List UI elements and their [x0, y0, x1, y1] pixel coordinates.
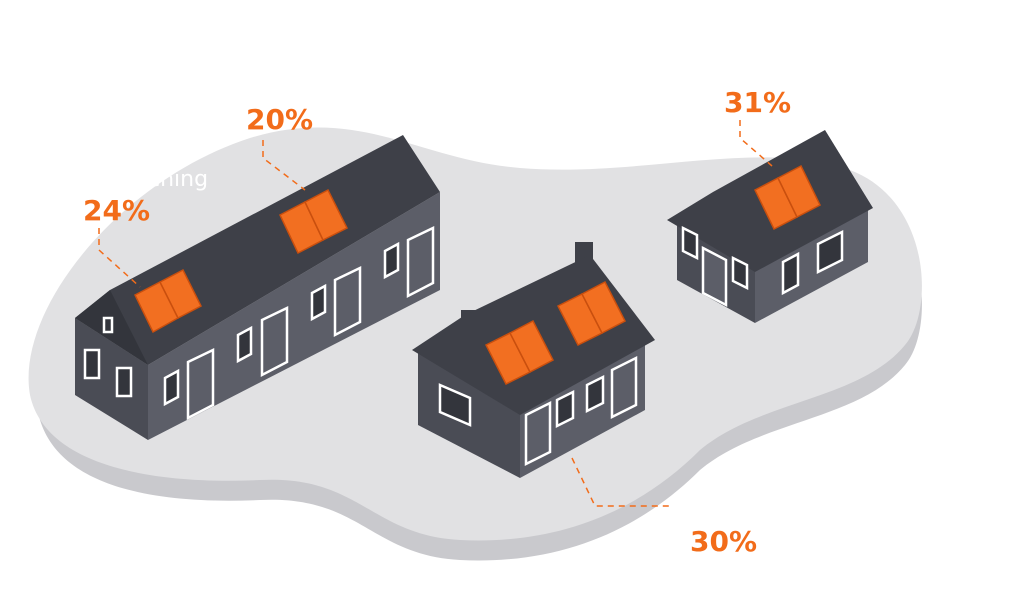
- window: [102, 316, 114, 334]
- door: [186, 348, 215, 421]
- window: [781, 251, 800, 296]
- right-house: [667, 130, 873, 323]
- percent-label: 30%: [690, 525, 757, 558]
- door: [610, 355, 638, 420]
- door: [260, 306, 289, 378]
- door: [701, 245, 728, 308]
- solar-panel: [580, 280, 627, 335]
- window: [438, 383, 472, 427]
- leader-line: [739, 120, 773, 167]
- percent-label: 20%: [246, 103, 313, 136]
- door: [333, 266, 362, 338]
- percent-label: 31%: [724, 86, 791, 119]
- percent-label: 24%: [83, 194, 150, 227]
- window: [816, 229, 844, 275]
- window: [681, 225, 699, 261]
- window: [555, 389, 575, 429]
- solar-panel: [158, 268, 203, 320]
- window: [731, 255, 749, 291]
- leader-line: [262, 140, 306, 191]
- window: [115, 366, 133, 398]
- caption: ching: [148, 167, 208, 192]
- solar-panel: [304, 188, 349, 242]
- window: [585, 374, 605, 414]
- solar-panel: [777, 164, 821, 219]
- row-house: [75, 135, 440, 440]
- wall: [148, 192, 440, 440]
- middle-house: [412, 242, 655, 478]
- leader-line: [571, 457, 672, 507]
- window: [236, 325, 253, 364]
- window: [383, 241, 400, 280]
- door: [406, 226, 435, 299]
- wall: [75, 318, 148, 440]
- window: [83, 348, 101, 380]
- window: [310, 283, 327, 322]
- window: [163, 368, 180, 407]
- door: [524, 400, 552, 467]
- leader-line: [98, 228, 141, 288]
- solar-panel: [508, 319, 555, 374]
